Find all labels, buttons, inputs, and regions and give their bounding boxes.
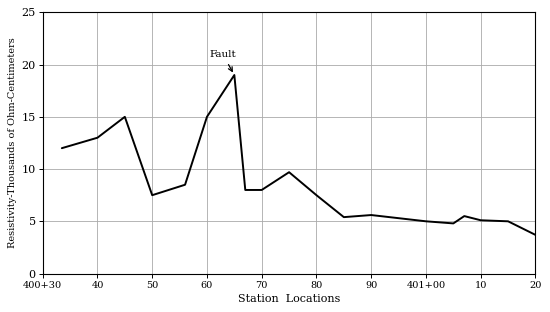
X-axis label: Station  Locations: Station Locations <box>238 294 340 304</box>
Y-axis label: Resistivity-Thousands of Ohm-Centimeters: Resistivity-Thousands of Ohm-Centimeters <box>8 37 18 248</box>
Text: Fault: Fault <box>210 50 236 71</box>
